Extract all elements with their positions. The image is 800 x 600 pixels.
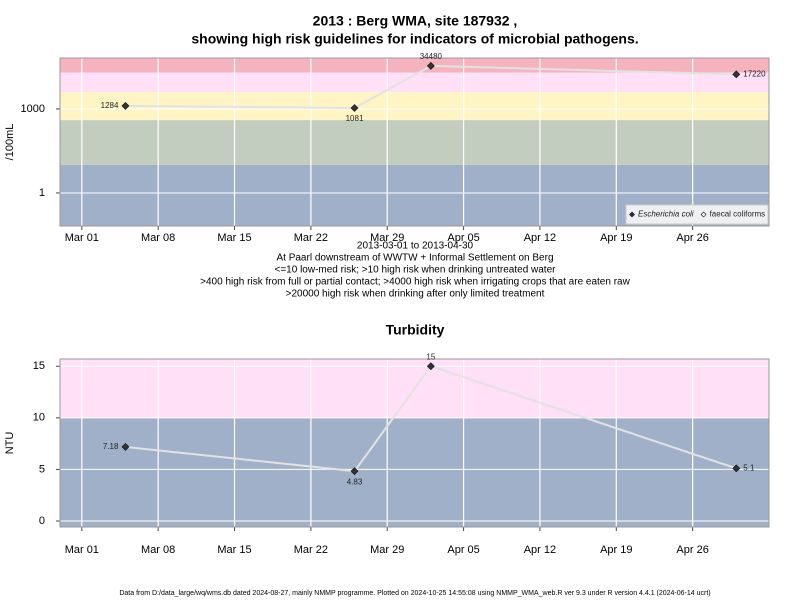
x-tick-label: Apr 05 [447,232,479,244]
data-label: 1284 [101,101,119,110]
y-tick-label: 15 [33,360,45,372]
data-label: 7.18 [103,442,119,451]
chart-title: showing high risk guidelines for indicat… [191,31,638,47]
risk-band [60,120,769,165]
x-tick-label: Mar 01 [65,544,99,556]
x-axis-label: At Paarl downstream of WWTW + Informal S… [276,253,553,264]
y-tick-label: 1 [39,187,45,199]
risk-band [60,417,769,527]
x-tick-label: Mar 01 [65,232,99,244]
x-tick-label: Mar 22 [294,544,328,556]
series-line [125,64,737,110]
x-tick-label: Mar 08 [141,544,175,556]
x-tick-label: Mar 29 [370,544,404,556]
y-axis-label: NTU [4,432,16,455]
x-axis-label: >20000 high risk when drinking after onl… [286,289,545,300]
x-tick-label: Apr 05 [447,544,479,556]
legend-marker [629,211,635,218]
data-label: 1081 [346,114,364,123]
x-tick-label: Mar 08 [141,232,175,244]
legend-label: Escherichia coli [638,210,694,219]
x-tick-label: Apr 26 [676,232,708,244]
x-tick-label: Mar 15 [217,544,251,556]
x-tick-label: Apr 12 [524,544,556,556]
series-line [125,365,737,473]
data-label: 5.1 [743,463,755,472]
plot-frame [59,358,770,528]
point [732,464,741,473]
y-axis-label: /100mL [4,124,16,161]
x-tick-label: Apr 26 [676,544,708,556]
point [350,467,359,476]
chart-title: Turbidity [386,322,445,338]
point [732,70,741,79]
x-axis-label: 2013-03-01 to 2013-04-30 [357,241,474,252]
x-axis-label: >400 high risk from full or partial cont… [200,277,630,288]
x-tick-label: Apr 19 [600,544,632,556]
legend-box [625,204,769,225]
point [426,362,435,371]
x-tick-label: Apr 12 [524,232,556,244]
risk-band [60,72,769,93]
data-label: 15 [426,352,435,361]
chart-title: 2013 : Berg WMA, site 187932 , [313,13,518,29]
x-axis-label: <=10 low-med risk; >10 high risk when dr… [275,265,557,276]
legend-marker [700,211,707,218]
y-tick-label: 5 [39,463,45,475]
data-label: 17220 [743,69,766,78]
x-tick-label: Apr 19 [600,232,632,244]
point [426,61,435,70]
y-tick-label: 1000 [21,103,45,115]
y-tick-label: 10 [33,412,45,424]
y-tick-label: 0 [39,515,45,527]
x-tick-label: Mar 22 [294,232,328,244]
point [121,442,130,451]
point [350,104,359,112]
x-tick-label: Mar 29 [370,232,404,244]
legend-label: faecal coliforms [710,210,766,219]
x-tick-label: Mar 15 [217,232,251,244]
data-label: 34480 [420,52,443,61]
footer: Data from D:/data_large/wq/wms.db dated … [119,590,710,597]
data-label: 4.83 [347,477,363,486]
risk-band [60,58,769,73]
point [121,101,130,110]
plot-frame [59,57,770,227]
